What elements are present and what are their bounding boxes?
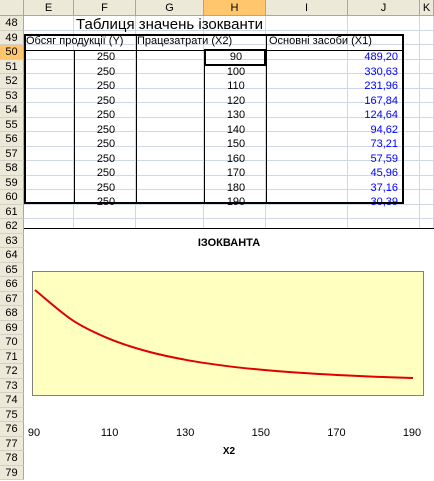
row-header-68[interactable]: 68 [0, 306, 24, 321]
cell-capital[interactable]: 57,59 [370, 152, 398, 165]
cell-capital[interactable]: 37,16 [370, 181, 398, 194]
cell-output[interactable]: 250 [96, 167, 116, 179]
row-header-53[interactable]: 53 [0, 88, 24, 103]
cell-capital[interactable]: 94,62 [370, 123, 398, 136]
cell-labor[interactable]: 160 [226, 152, 246, 165]
row-header-79[interactable]: 79 [0, 465, 24, 480]
row-header-52[interactable]: 52 [0, 74, 24, 89]
cell-output[interactable]: 250 [96, 65, 116, 78]
row-header-64[interactable]: 64 [0, 248, 24, 263]
row-header-72[interactable]: 72 [0, 364, 24, 379]
plot-area [32, 271, 424, 396]
cell-output[interactable]: 250 [96, 196, 116, 208]
cell-labor[interactable]: 170 [226, 167, 246, 179]
cell-labor[interactable]: 100 [226, 65, 246, 78]
row-header-62[interactable]: 62 [0, 219, 24, 234]
row-header-73[interactable]: 73 [0, 378, 24, 393]
cell-labor[interactable]: 180 [226, 181, 246, 194]
column-header-J[interactable]: J [348, 0, 420, 16]
row-header-67[interactable]: 67 [0, 291, 24, 306]
cell-output[interactable]: 250 [96, 123, 116, 136]
row-header-76[interactable]: 76 [0, 422, 24, 437]
row-header-50[interactable]: 50 [0, 45, 24, 60]
row-header-58[interactable]: 58 [0, 161, 24, 176]
x-axis-label: X2 [222, 446, 236, 457]
column-header-H[interactable]: H [204, 0, 266, 16]
cell-output[interactable]: 250 [96, 80, 116, 92]
cell-labor[interactable]: 150 [226, 138, 246, 150]
row-header-55[interactable]: 55 [0, 117, 24, 132]
row-header-57[interactable]: 57 [0, 146, 24, 161]
cell-labor[interactable]: 90 [229, 51, 243, 63]
row-header-51[interactable]: 51 [0, 59, 24, 74]
column-header-K[interactable]: K [420, 0, 434, 16]
row-header-63[interactable]: 63 [0, 233, 24, 248]
cell-output[interactable]: 250 [96, 138, 116, 150]
column-header-G[interactable]: G [136, 0, 204, 16]
row-header-70[interactable]: 70 [0, 335, 24, 350]
cell-output[interactable]: 250 [96, 94, 116, 107]
cell-labor[interactable]: 190 [226, 196, 246, 208]
cell-capital[interactable]: 124,64 [364, 109, 398, 121]
cell-output[interactable]: 250 [96, 51, 116, 63]
row-header-59[interactable]: 59 [0, 175, 24, 190]
cell-labor[interactable]: 130 [226, 109, 246, 121]
cell-labor[interactable]: 120 [226, 94, 246, 107]
header-capital[interactable]: Основні засоби (X1) [269, 35, 372, 47]
row-header-77[interactable]: 77 [0, 436, 24, 451]
series-line [34, 289, 414, 379]
row-header-78[interactable]: 78 [0, 451, 24, 466]
cell-capital[interactable]: 231,96 [364, 80, 398, 92]
table-title[interactable]: Таблиця значень ізокванти [76, 16, 263, 33]
row-header-61[interactable]: 61 [0, 204, 24, 219]
x-tick-label: 150 [251, 427, 270, 439]
header-labor[interactable]: Працезатрати (X2) [137, 35, 233, 47]
select-all-corner[interactable] [0, 0, 24, 16]
x-tick-label: 130 [176, 427, 195, 439]
column-header-F[interactable]: F [74, 0, 136, 16]
cell-capital[interactable]: 73,21 [370, 138, 398, 150]
isoquant-plot [34, 289, 414, 379]
header-output[interactable]: Обсяг продукції (Y) [26, 35, 124, 47]
cell-output[interactable]: 250 [96, 152, 116, 165]
cell-output[interactable]: 250 [96, 109, 116, 121]
column-header-E[interactable]: E [24, 0, 74, 16]
column-header-I[interactable]: I [266, 0, 348, 16]
row-header-74[interactable]: 74 [0, 393, 24, 408]
row-header-71[interactable]: 71 [0, 349, 24, 364]
cell-output[interactable]: 250 [96, 181, 116, 194]
cell-capital[interactable]: 45,96 [370, 167, 398, 179]
row-header-49[interactable]: 49 [0, 30, 24, 45]
row-header-66[interactable]: 66 [0, 277, 24, 292]
row-header-48[interactable]: 48 [0, 16, 24, 31]
cell-labor[interactable]: 110 [227, 80, 245, 92]
cell-capital[interactable]: 167,84 [364, 94, 398, 107]
x-tick-label: 170 [327, 427, 346, 439]
cell-capital[interactable]: 30,39 [370, 196, 398, 208]
row-header-60[interactable]: 60 [0, 190, 24, 205]
isoquant-chart[interactable]: ІЗОКВАНТА 90 110 130 150 170 190 X2 [24, 228, 434, 481]
row-header-56[interactable]: 56 [0, 132, 24, 147]
cell-capital[interactable]: 330,63 [364, 65, 398, 78]
row-header-75[interactable]: 75 [0, 407, 24, 422]
x-tick-label: 110 [100, 427, 119, 439]
cell-labor[interactable]: 140 [226, 123, 246, 136]
row-header-54[interactable]: 54 [0, 103, 24, 118]
row-header-69[interactable]: 69 [0, 320, 24, 335]
active-cell[interactable] [204, 49, 266, 66]
x-tick-label: 190 [402, 427, 422, 439]
cell-capital[interactable]: 489,20 [364, 51, 398, 63]
chart-title: ІЗОКВАНТА [197, 237, 261, 249]
x-tick-label: 90 [27, 427, 41, 439]
row-header-65[interactable]: 65 [0, 262, 24, 277]
